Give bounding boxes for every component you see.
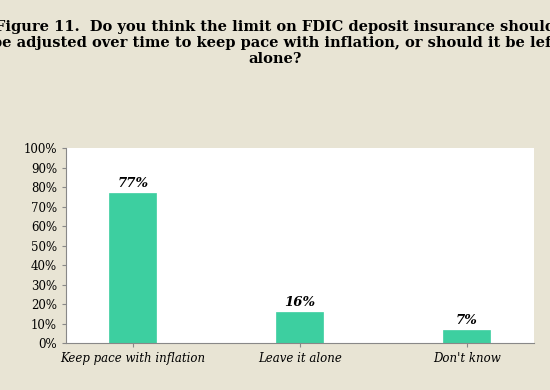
Bar (443, 330, 490, 343)
Text: Figure 11.  Do you think the limit on FDIC deposit insurance should
be adjusted : Figure 11. Do you think the limit on FDI… (0, 20, 550, 66)
Text: 7%: 7% (456, 314, 477, 327)
Bar (276, 312, 323, 343)
Text: 77%: 77% (117, 177, 148, 190)
Text: 16%: 16% (284, 296, 315, 309)
Bar (109, 193, 156, 343)
